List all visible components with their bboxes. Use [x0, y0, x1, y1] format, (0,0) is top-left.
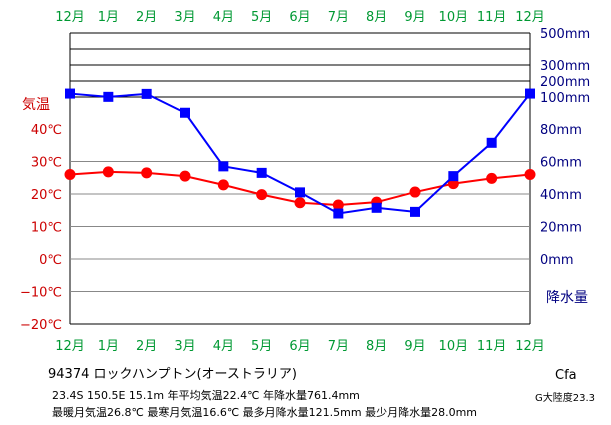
precipitation-point: [295, 187, 305, 198]
temperature-tick-label: −20℃: [20, 318, 62, 333]
month-labels-bottom: 12月 1月 2月 3月 4月 5月 6月 7月 8月 9月 10月 11月 12月: [55, 339, 545, 354]
month-label-bottom: 12月: [515, 339, 545, 354]
month-label-bottom: 6月: [289, 339, 310, 354]
month-labels-top: 12月 1月 2月 3月 4月 5月 6月 7月 8月 9月 10月 11月 12月: [55, 10, 545, 25]
chart-grid: [69, 32, 531, 325]
month-label-top: 12月: [515, 10, 545, 25]
temperature-point: [64, 169, 76, 180]
temperature-axis-title: 気温: [22, 97, 50, 113]
temperature-tick-label: 20℃: [31, 188, 62, 203]
month-label-bottom: 4月: [213, 339, 234, 354]
precipitation-tick-label: 500mm: [540, 27, 590, 42]
month-label-bottom: 3月: [174, 339, 195, 354]
month-label-top: 1月: [98, 10, 119, 25]
precipitation-point: [410, 206, 420, 217]
precipitation-point: [525, 88, 535, 99]
precipitation-point: [65, 88, 75, 99]
station-stats-line2: 最暖月気温26.8℃ 最寒月気温16.6℃ 最多月降水量121.5mm 最少月降…: [52, 406, 478, 419]
precipitation-point: [256, 167, 267, 178]
precipitation-point: [486, 137, 497, 148]
precipitation-point: [371, 202, 382, 213]
temperature-tick-label: 10℃: [31, 221, 62, 236]
temperature-point: [409, 186, 421, 198]
precipitation-tick-label: 300mm: [540, 59, 590, 74]
precipitation-point: [218, 161, 229, 172]
precipitation-axis-title: 降水量: [546, 290, 588, 306]
month-label-bottom: 5月: [251, 339, 272, 354]
continentality-index: G大陸度23.3: [535, 393, 596, 404]
temperature-point: [524, 169, 536, 180]
precipitation-tick-label: 200mm: [540, 75, 590, 90]
precipitation-tick-label: 80mm: [540, 123, 582, 138]
temperature-point: [294, 197, 306, 209]
temperature-point: [179, 170, 191, 182]
month-label-top: 10月: [439, 10, 469, 25]
station-title: 94374 ロックハンプトン(オーストラリア): [48, 367, 297, 382]
month-label-bottom: 11月: [477, 339, 507, 354]
temperature-tick-label: 40℃: [31, 123, 62, 138]
temperature-point: [102, 166, 114, 178]
temperature-point: [217, 179, 229, 191]
precipitation-tick-label: 100mm: [540, 91, 590, 106]
month-label-top: 2月: [136, 10, 157, 25]
month-label-top: 5月: [251, 10, 272, 25]
month-label-bottom: 10月: [439, 339, 469, 354]
precipitation-point: [448, 171, 459, 182]
month-label-top: 8月: [366, 10, 387, 25]
temperature-point: [256, 189, 268, 201]
month-label-bottom: 7月: [328, 339, 349, 354]
month-label-top: 12月: [55, 10, 85, 25]
koppen-classification: Cfa: [555, 368, 577, 383]
temperature-tick-label: −10℃: [20, 286, 62, 301]
month-label-top: 9月: [404, 10, 425, 25]
month-label-top: 11月: [477, 10, 507, 25]
precipitation-point: [103, 91, 114, 102]
temperature-tick-label: 30℃: [31, 156, 62, 171]
precipitation-tick-label: 0mm: [540, 253, 574, 268]
precipitation-tick-label: 20mm: [540, 221, 582, 236]
month-label-bottom: 12月: [55, 339, 85, 354]
month-label-bottom: 9月: [404, 339, 425, 354]
month-label-top: 4月: [213, 10, 234, 25]
precipitation-point: [180, 107, 190, 118]
month-label-bottom: 1月: [98, 339, 119, 354]
temperature-point: [486, 172, 498, 184]
temperature-point: [332, 199, 344, 211]
temperature-tick-label: 0℃: [39, 253, 62, 268]
precipitation-tick-label: 60mm: [540, 156, 582, 171]
precipitation-point: [141, 88, 152, 99]
month-label-bottom: 8月: [366, 339, 387, 354]
precipitation-series: [65, 88, 535, 219]
station-stats-line1: 23.4S 150.5E 15.1m 年平均気温22.4℃ 年降水量761.4m…: [52, 389, 360, 402]
month-label-top: 3月: [174, 10, 195, 25]
month-label-top: 7月: [328, 10, 349, 25]
month-label-top: 6月: [289, 10, 310, 25]
temperature-axis: 気温 40℃ 30℃ 20℃ 10℃ 0℃ −10℃ −20℃: [20, 97, 62, 333]
precipitation-point: [333, 208, 344, 219]
precipitation-tick-label: 40mm: [540, 188, 582, 203]
month-label-bottom: 2月: [136, 339, 157, 354]
temperature-point: [141, 167, 153, 179]
